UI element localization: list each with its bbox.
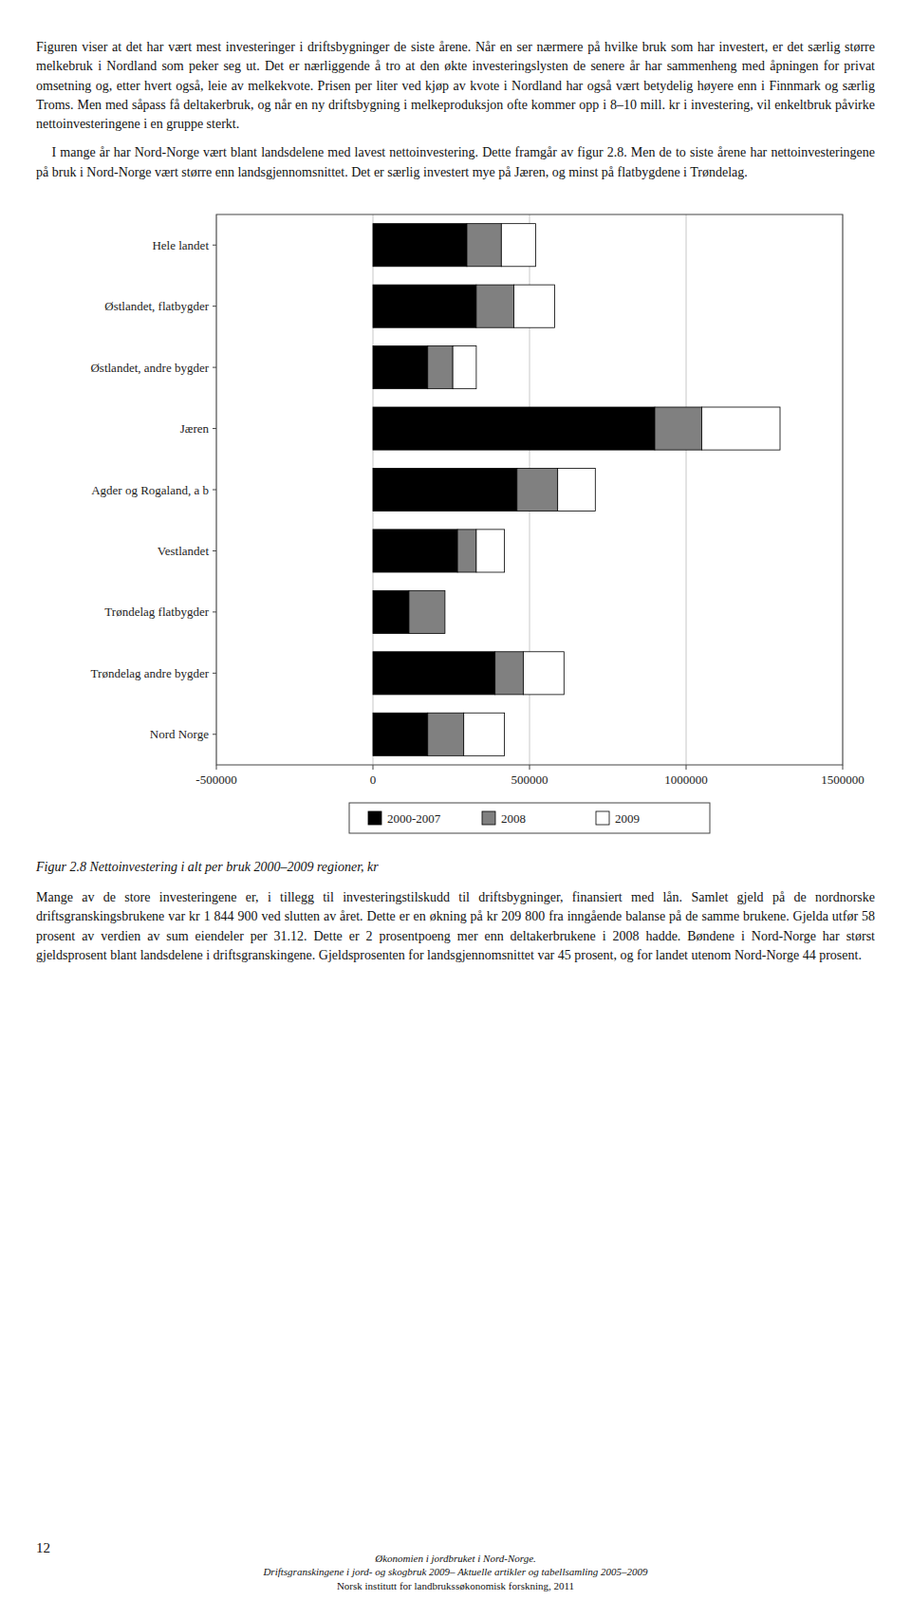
bar-segment (372, 468, 518, 512)
bar-segment (427, 712, 465, 756)
legend-label: 2000-2007 (387, 811, 442, 826)
y-tick (212, 550, 217, 552)
bar-segment (557, 468, 596, 512)
x-tick (372, 764, 374, 770)
bar-segment (372, 407, 655, 450)
bar-segment (444, 590, 446, 633)
bar-segment (466, 223, 502, 267)
page-number: 12 (36, 1540, 51, 1557)
footer-line: Norsk institutt for landbrukssøkonomisk … (0, 1579, 911, 1593)
footer-line: Økonomien i jordbruket i Nord-Norge. (0, 1551, 911, 1565)
figure-caption: Figur 2.8 Nettoinvestering i alt per bru… (36, 859, 875, 875)
category-label: Nord Norge (149, 726, 209, 742)
bar-segment (457, 529, 477, 573)
bar-segment (372, 590, 410, 633)
bar-segment (464, 712, 505, 756)
chart-wrap: -500000 0 500000 1000000 1500000 Hele landet Ø… (36, 204, 875, 855)
footer: Økonomien i jordbruket i Nord-Norge.Drif… (0, 1551, 911, 1593)
y-tick (212, 733, 217, 735)
bar-segment (501, 223, 536, 267)
category-label: Vestlandet (157, 543, 210, 558)
legend-swatch (368, 811, 382, 825)
bar-segment (372, 529, 458, 573)
legend-box (349, 802, 710, 834)
grid-line (686, 214, 688, 765)
y-tick (212, 672, 217, 674)
bar-segment (372, 346, 428, 390)
paragraph: Mange av de store investeringene er, i t… (36, 888, 875, 966)
category-label: Trøndelag andre bygder (91, 666, 210, 681)
legend-label: 2009 (614, 811, 640, 826)
x-tick-label: 1000000 (664, 772, 708, 787)
bars (372, 223, 781, 757)
y-tick (212, 244, 217, 246)
grid (216, 214, 843, 765)
category-label: Hele landet (151, 238, 209, 253)
y-tick (212, 305, 217, 307)
x-tick-label: 1500000 (820, 772, 865, 787)
bar-segment (654, 407, 703, 450)
text-before: Figuren viser at det har vært mest inves… (36, 37, 875, 183)
category-label: Trøndelag flatbygder (104, 604, 209, 619)
x-tick (686, 764, 688, 770)
legend-swatch (595, 811, 610, 825)
text-after: Mange av de store investeringene er, i t… (36, 888, 875, 966)
x-tick-label: -500000 (195, 772, 237, 787)
x-tick-label: 500000 (511, 772, 549, 787)
legend: 2000-2007 2008 2009 (349, 802, 710, 834)
plot-frame (216, 214, 843, 765)
bar-segment (427, 346, 453, 390)
x-axis: -500000 0 500000 1000000 1500000 (195, 764, 864, 787)
bar-segment (514, 284, 556, 328)
plot-background (216, 214, 843, 765)
x-tick (216, 764, 218, 770)
category-label: Østlandet, andre bygder (90, 360, 209, 375)
y-axis: Hele landet Østlandet, flatbygder Østlande… (90, 238, 217, 743)
paragraph: I mange år har Nord-Norge vært blant lan… (36, 143, 875, 183)
x-tick-label: 0 (370, 772, 377, 787)
category-label: Østlandet, flatbygder (104, 298, 209, 314)
bar-segment (517, 468, 558, 512)
page: Figuren viser at det har vært mest inves… (0, 0, 911, 1600)
bar-segment (372, 651, 496, 695)
y-tick (212, 367, 217, 369)
y-tick (212, 427, 217, 429)
paragraph: Figuren viser at det har vært mest inves… (36, 37, 875, 134)
bar-segment (522, 651, 564, 695)
category-label: Agder og Rogaland, a b (91, 483, 209, 498)
category-label: Jæren (180, 421, 210, 436)
bar-segment (409, 590, 446, 633)
legend-label: 2008 (501, 811, 526, 826)
bar-segment (476, 529, 505, 573)
bar-segment (372, 284, 477, 328)
x-tick (842, 764, 844, 770)
footer-line: Driftsgranskingene i jord- og skogbruk 2… (0, 1564, 911, 1579)
bar-segment (372, 712, 428, 756)
y-tick (212, 489, 217, 491)
bar-segment (476, 284, 515, 328)
legend-swatch (482, 811, 496, 825)
y-tick (212, 611, 217, 613)
bar-segment (452, 346, 477, 390)
bar-segment (495, 651, 524, 695)
x-tick (529, 764, 531, 770)
bar-segment (372, 223, 467, 267)
bar-segment (702, 407, 781, 450)
chart: -500000 0 500000 1000000 1500000 Hele landet Ø… (36, 204, 875, 851)
text-flow: Figuren viser at det har vært mest inves… (36, 37, 875, 975)
